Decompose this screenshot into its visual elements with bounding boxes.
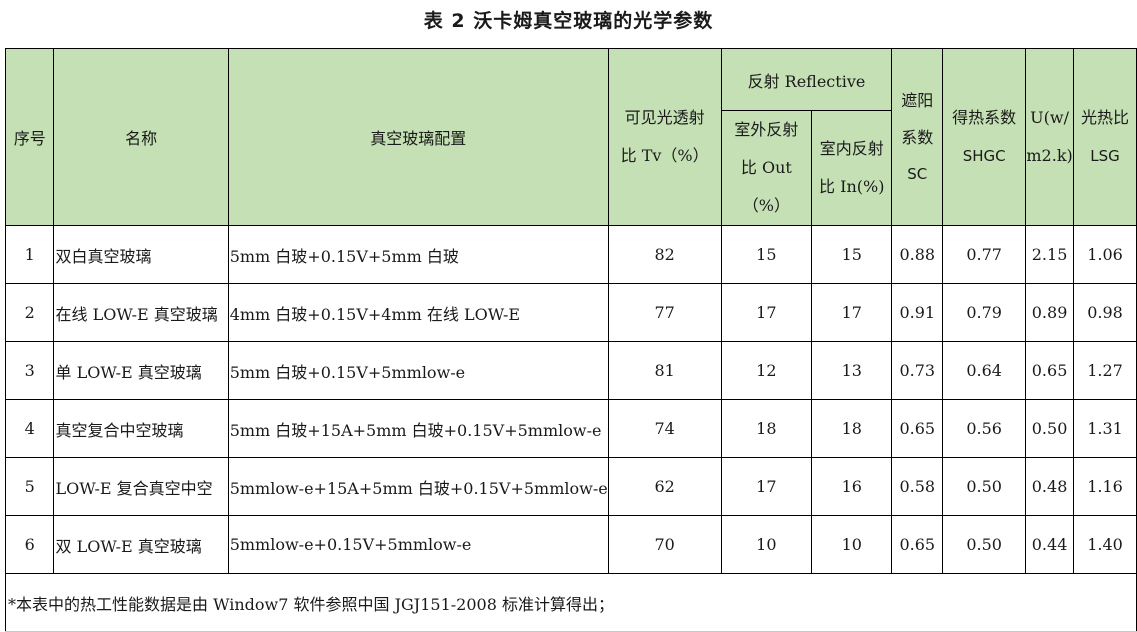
cell-lsg: 1.27 bbox=[1073, 341, 1137, 400]
header-u-line2: m2.k) bbox=[1026, 146, 1073, 165]
header-sc-line1: 遮阳 bbox=[901, 90, 934, 110]
cell-shgc: 0.79 bbox=[942, 283, 1027, 342]
header-tv: 可见光透射 比 Tv（%） bbox=[607, 48, 722, 226]
cell-config: 4mm 白玻+0.15V+4mm 在线 LOW-E bbox=[227, 283, 609, 342]
cell-tv: 77 bbox=[607, 283, 722, 342]
cell-seq: 1 bbox=[4, 225, 55, 284]
cell-u: 0.65 bbox=[1025, 341, 1075, 400]
cell-sc: 0.91 bbox=[891, 283, 944, 342]
header-config: 真空玻璃配置 bbox=[227, 48, 609, 226]
cell-config: 5mmlow-e+15A+5mm 白玻+0.15V+5mmlow-e bbox=[227, 457, 609, 516]
cell-sc: 0.65 bbox=[891, 399, 944, 458]
cell-in: 16 bbox=[811, 457, 893, 516]
cell-name: LOW-E 复合真空中空 bbox=[53, 457, 229, 516]
table-row: 1 双白真空玻璃 5mm 白玻+0.15V+5mm 白玻 82 15 15 0.… bbox=[4, 225, 1137, 284]
cell-seq: 6 bbox=[4, 515, 55, 574]
header-lsg: 光热比 LSG bbox=[1073, 48, 1137, 226]
cell-lsg: 1.40 bbox=[1073, 515, 1137, 574]
cell-name: 双 LOW-E 真空玻璃 bbox=[53, 515, 229, 574]
header-name: 名称 bbox=[53, 48, 229, 226]
cell-lsg: 0.98 bbox=[1073, 283, 1137, 342]
header-in: 室内反射 比 In(%) bbox=[811, 110, 893, 226]
cell-shgc: 0.64 bbox=[942, 341, 1027, 400]
header-in-line1: 室内反射 bbox=[819, 139, 884, 158]
cell-in: 17 bbox=[811, 283, 893, 342]
cell-name: 单 LOW-E 真空玻璃 bbox=[53, 341, 229, 400]
cell-u: 2.15 bbox=[1025, 225, 1075, 284]
header-shgc: 得热系数 SHGC bbox=[942, 48, 1027, 226]
table-title: 表 2 沃卡姆真空玻璃的光学参数 bbox=[423, 10, 714, 32]
cell-sc: 0.65 bbox=[891, 515, 944, 574]
cell-out: 17 bbox=[720, 457, 813, 516]
cell-name: 在线 LOW-E 真空玻璃 bbox=[53, 283, 229, 342]
cell-out: 17 bbox=[720, 283, 813, 342]
header-u: U(w/ m2.k) bbox=[1025, 48, 1075, 226]
cell-sc: 0.88 bbox=[891, 225, 944, 284]
header-lsg-line1: 光热比 bbox=[1081, 108, 1130, 127]
cell-u: 0.89 bbox=[1025, 283, 1075, 342]
cell-sc: 0.73 bbox=[891, 341, 944, 400]
header-sc-line2: 系数 bbox=[901, 127, 934, 147]
cell-tv: 81 bbox=[607, 341, 722, 400]
table-row: 3 单 LOW-E 真空玻璃 5mm 白玻+0.15V+5mmlow-e 81 … bbox=[4, 341, 1137, 400]
cell-config: 5mm 白玻+0.15V+5mm 白玻 bbox=[227, 225, 609, 284]
cell-config: 5mm 白玻+0.15V+5mmlow-e bbox=[227, 341, 609, 400]
cell-seq: 3 bbox=[4, 341, 55, 400]
cell-seq: 2 bbox=[4, 283, 55, 342]
cell-in: 18 bbox=[811, 399, 893, 458]
cell-lsg: 1.16 bbox=[1073, 457, 1137, 516]
header-out: 室外反射 比 Out（%） bbox=[720, 110, 813, 226]
cell-u: 0.50 bbox=[1025, 399, 1075, 458]
cell-tv: 70 bbox=[607, 515, 722, 574]
footnote: *本表中的热工性能数据是由 Window7 软件参照中国 JGJ151-2008… bbox=[5, 573, 1137, 632]
header-out-line1: 室外反射 bbox=[734, 120, 799, 139]
cell-in: 10 bbox=[811, 515, 893, 574]
cell-tv: 74 bbox=[607, 399, 722, 458]
cell-out: 15 bbox=[720, 225, 813, 284]
header-reflective: 反射 Reflective bbox=[720, 48, 893, 111]
cell-lsg: 1.06 bbox=[1073, 225, 1137, 284]
header-seq: 序号 bbox=[4, 48, 55, 226]
cell-seq: 4 bbox=[4, 399, 55, 458]
header-shgc-line1: 得热系数 bbox=[952, 108, 1017, 127]
table-row: 6 双 LOW-E 真空玻璃 5mmlow-e+0.15V+5mmlow-e 7… bbox=[4, 515, 1137, 574]
cell-config: 5mmlow-e+0.15V+5mmlow-e bbox=[227, 515, 609, 574]
header-u-line1: U(w/ bbox=[1030, 108, 1069, 127]
cell-in: 13 bbox=[811, 341, 893, 400]
cell-lsg: 1.31 bbox=[1073, 399, 1137, 458]
cell-in: 15 bbox=[811, 225, 893, 284]
cell-name: 真空复合中空玻璃 bbox=[53, 399, 229, 458]
cell-out: 10 bbox=[720, 515, 813, 574]
header-lsg-line2: LSG bbox=[1090, 147, 1120, 165]
optical-parameters-table: 序号 名称 真空玻璃配置 可见光透射 比 Tv（%） 反射 Reflective… bbox=[4, 48, 1137, 632]
header-tv-line1: 可见光透射 bbox=[624, 108, 705, 127]
cell-seq: 5 bbox=[4, 457, 55, 516]
header-shgc-line2: SHGC bbox=[962, 147, 1006, 165]
cell-u: 0.48 bbox=[1025, 457, 1075, 516]
cell-shgc: 0.50 bbox=[942, 457, 1027, 516]
cell-name: 双白真空玻璃 bbox=[53, 225, 229, 284]
table-row: 5 LOW-E 复合真空中空 5mmlow-e+15A+5mm 白玻+0.15V… bbox=[4, 457, 1137, 516]
header-out-line2: 比 Out（%） bbox=[740, 158, 792, 215]
cell-shgc: 0.77 bbox=[942, 225, 1027, 284]
cell-out: 18 bbox=[720, 399, 813, 458]
header-in-line2: 比 In(%) bbox=[819, 177, 885, 196]
header-sc-line3: SC bbox=[907, 164, 928, 183]
table-row: 4 真空复合中空玻璃 5mm 白玻+15A+5mm 白玻+0.15V+5mmlo… bbox=[4, 399, 1137, 458]
cell-config: 5mm 白玻+15A+5mm 白玻+0.15V+5mmlow-e bbox=[227, 399, 609, 458]
cell-sc: 0.58 bbox=[891, 457, 944, 516]
cell-tv: 82 bbox=[607, 225, 722, 284]
header-sc: 遮阳 系数 SC bbox=[891, 48, 944, 226]
table-row: 2 在线 LOW-E 真空玻璃 4mm 白玻+0.15V+4mm 在线 LOW-… bbox=[4, 283, 1137, 342]
cell-shgc: 0.50 bbox=[942, 515, 1027, 574]
cell-u: 0.44 bbox=[1025, 515, 1075, 574]
cell-tv: 62 bbox=[607, 457, 722, 516]
header-tv-line2: 比 Tv（%） bbox=[620, 146, 709, 165]
cell-out: 12 bbox=[720, 341, 813, 400]
cell-shgc: 0.56 bbox=[942, 399, 1027, 458]
